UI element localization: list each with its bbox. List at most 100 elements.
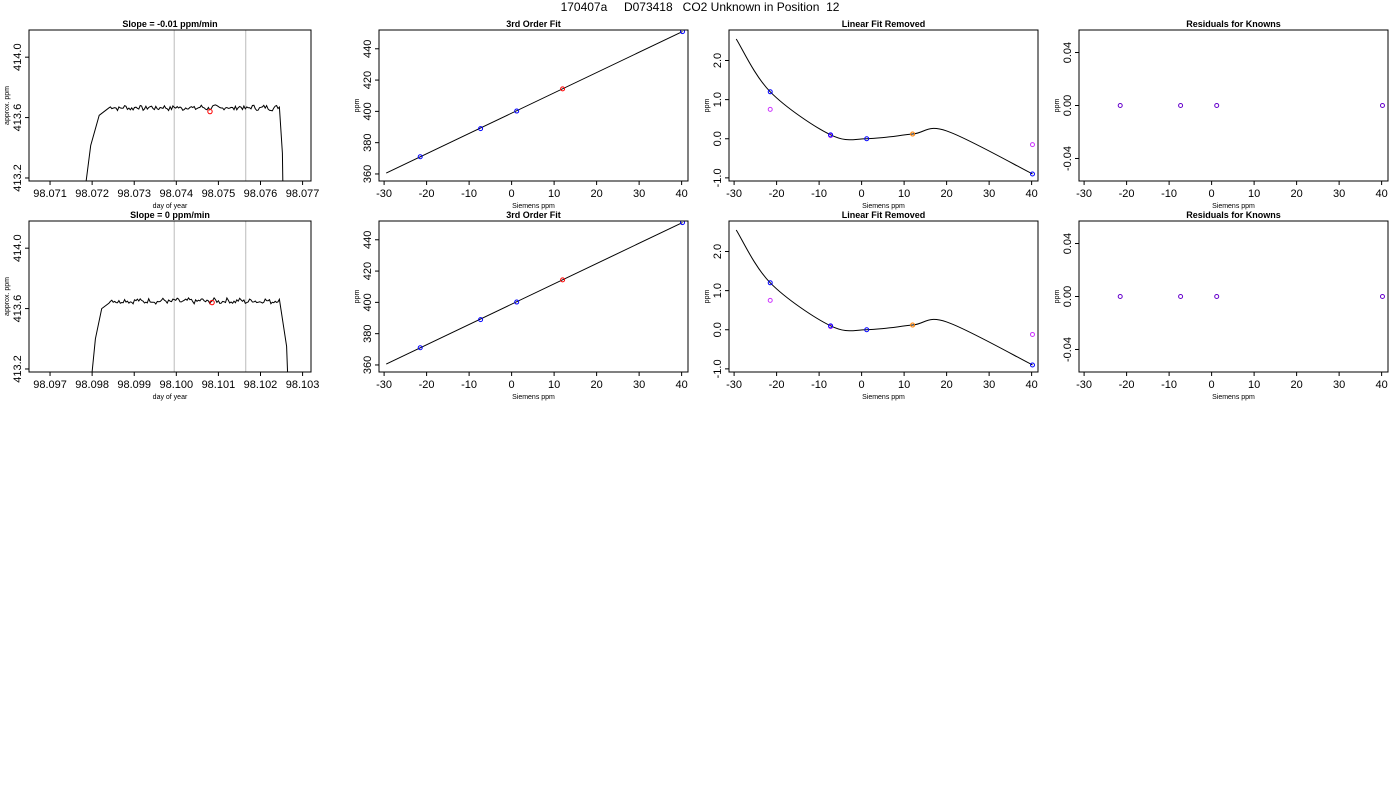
x-tick-label: 98.077: [286, 188, 320, 200]
x-tick-label: -30: [376, 379, 392, 391]
x-tick-label: 30: [983, 379, 995, 391]
y-tick-label: -0.04: [1062, 146, 1074, 171]
x-axis-label: Siemens ppm: [512, 203, 555, 210]
x-axis-label: Siemens ppm: [862, 203, 905, 210]
panel-2: 3rd Order Fit Siemens ppm ppm -30 -20 -10 0 10 2…: [354, 19, 689, 210]
known-point: [864, 327, 870, 333]
known-point: [417, 154, 423, 160]
y-tick-label: 413.2: [12, 164, 24, 192]
y-tick-label: -1.0: [712, 168, 724, 187]
known-point: [417, 345, 423, 351]
known-point: [828, 132, 834, 138]
x-tick-label: 30: [983, 188, 995, 200]
known-point: [478, 126, 484, 132]
plot-area: [735, 229, 1035, 368]
x-tick-label: 20: [940, 188, 952, 200]
x-tick-label: 98.097: [33, 379, 67, 391]
x-tick-label: 98.098: [75, 379, 109, 391]
x-tick-label: 98.100: [159, 379, 193, 391]
y-tick-label: 413.6: [12, 295, 24, 323]
plot-frame: [28, 29, 312, 182]
y-tick-label: 2.0: [712, 244, 724, 259]
plot-area: [1117, 103, 1385, 108]
x-axis-label: day of year: [153, 203, 188, 210]
x-tick-label: -10: [461, 188, 477, 200]
raw-point: [767, 297, 773, 303]
unknown-point: [560, 86, 566, 92]
y-tick-label: 420: [362, 71, 374, 89]
x-tick-label: 20: [1290, 188, 1302, 200]
panel-title: Residuals for Knowns: [1186, 19, 1281, 29]
y-axis-label: ppm: [704, 99, 711, 113]
x-tick-label: -10: [1161, 379, 1177, 391]
mean-point: [207, 108, 213, 115]
x-tick-label: 0: [1209, 379, 1215, 391]
known-point: [828, 323, 834, 329]
x-tick-label: 98.102: [244, 379, 278, 391]
panel-6: 3rd Order Fit Siemens ppm ppm -30 -20 -10 0 10 2…: [354, 210, 689, 401]
raw-point: [1029, 331, 1035, 337]
fit-line: [386, 31, 683, 174]
x-tick-label: -20: [769, 379, 785, 391]
panel-title: Slope = -0.01 ppm/min: [122, 19, 217, 29]
x-tick-label: -10: [811, 188, 827, 200]
x-tick-label: -30: [726, 188, 742, 200]
x-tick-label: -20: [419, 188, 435, 200]
x-tick-label: 30: [1333, 379, 1345, 391]
y-tick-label: 0.00: [1062, 95, 1074, 116]
y-tick-label: -0.04: [1062, 337, 1074, 362]
known-point: [864, 136, 870, 142]
y-tick-label: 360: [362, 165, 374, 183]
x-tick-label: 0: [509, 379, 515, 391]
residual-point: [1379, 103, 1385, 108]
panel-title: Linear Fit Removed: [842, 19, 926, 29]
y-tick-label: 414.0: [12, 43, 24, 71]
plot-frame: [378, 29, 689, 182]
panel-4: Residuals for Knowns Siemens ppm ppm -30 -20…: [1054, 19, 1389, 210]
unknown-point: [560, 277, 566, 283]
x-tick-label: 0: [509, 188, 515, 200]
raw-point: [1029, 142, 1035, 148]
x-tick-label: 98.071: [33, 188, 67, 200]
y-tick-label: 1.0: [712, 283, 724, 298]
x-tick-label: 40: [1025, 379, 1037, 391]
plot-frame: [1078, 220, 1389, 373]
x-axis-label: Siemens ppm: [512, 394, 555, 401]
y-axis-label: approx. ppm: [4, 86, 11, 125]
y-tick-label: 0.04: [1062, 42, 1074, 63]
x-tick-label: 0: [859, 379, 865, 391]
x-tick-label: -30: [726, 379, 742, 391]
x-tick-label: 20: [1290, 379, 1302, 391]
plot-area: [735, 38, 1035, 177]
residual-point: [1178, 103, 1184, 108]
y-tick-label: 0.0: [712, 131, 724, 146]
x-axis-label: Siemens ppm: [1212, 203, 1255, 210]
x-tick-label: 30: [633, 188, 645, 200]
plot-area: [85, 30, 284, 181]
known-point: [514, 108, 520, 114]
y-tick-label: 0.04: [1062, 233, 1074, 254]
y-axis-label: ppm: [1054, 99, 1061, 113]
y-tick-label: 2.0: [712, 53, 724, 68]
y-axis-label: ppm: [354, 99, 361, 113]
panel-8: Residuals for Knowns Siemens ppm ppm -30 -20…: [1054, 210, 1389, 401]
x-tick-label: 20: [590, 188, 602, 200]
y-tick-label: 360: [362, 356, 374, 374]
panel-5: Slope = 0 ppm/min day of year approx. ppm 9…: [4, 210, 319, 401]
y-tick-label: 0.0: [712, 322, 724, 337]
y-tick-label: -1.0: [712, 359, 724, 378]
panel-title: 3rd Order Fit: [506, 210, 561, 220]
y-axis-label: approx. ppm: [4, 277, 11, 316]
residual-point: [1379, 294, 1385, 299]
panel-title: 3rd Order Fit: [506, 19, 561, 29]
x-tick-label: 10: [898, 188, 910, 200]
x-tick-label: 20: [940, 379, 952, 391]
x-tick-label: -10: [461, 379, 477, 391]
residual-point: [1117, 294, 1123, 299]
x-tick-label: -20: [1119, 188, 1135, 200]
residual-point: [1117, 103, 1123, 108]
known-point: [514, 299, 520, 305]
x-tick-label: -20: [419, 379, 435, 391]
x-tick-label: 40: [675, 379, 687, 391]
